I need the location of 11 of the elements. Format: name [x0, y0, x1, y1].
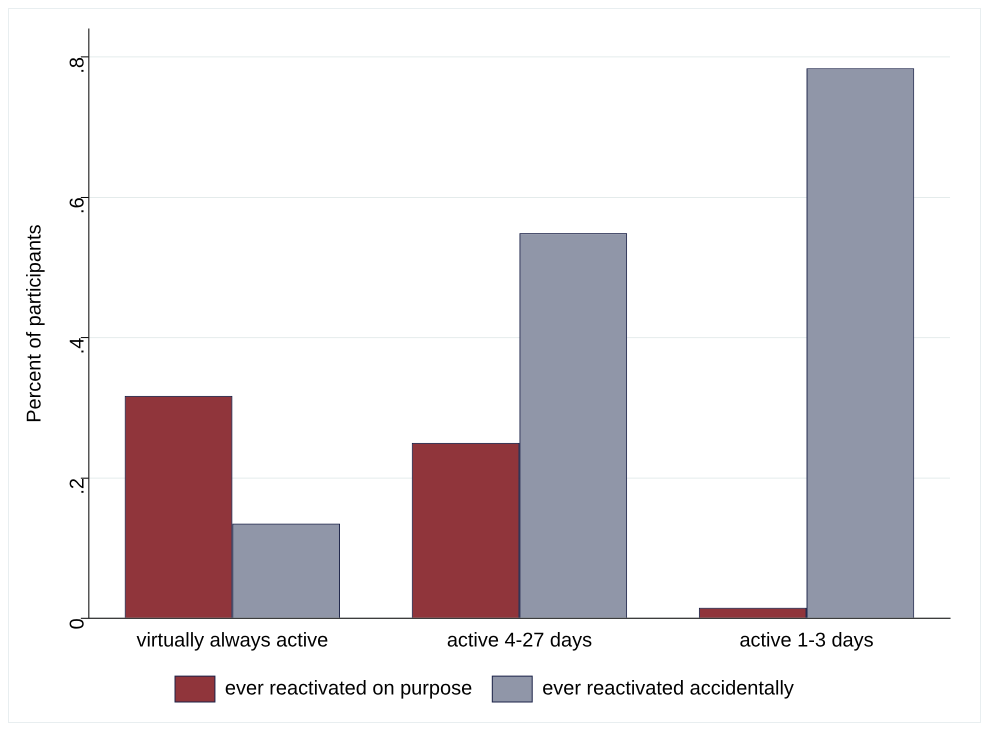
legend-label: ever reactivated accidentally [542, 678, 794, 700]
legend-label: ever reactivated on purpose [224, 678, 472, 700]
y-tick-label: 0 [66, 618, 88, 630]
x-tick-label: active 1-3 days [739, 630, 874, 652]
y-tick-label: .8 [66, 57, 88, 74]
y-tick-label: .4 [66, 338, 88, 354]
x-tick-label: active 4-27 days [446, 630, 592, 652]
x-tick-label: virtually always active [136, 630, 328, 652]
y-axis-title: Percent of participants [23, 224, 46, 423]
y-tick-label: .2 [66, 478, 88, 495]
y-tick-label: .6 [66, 197, 88, 214]
